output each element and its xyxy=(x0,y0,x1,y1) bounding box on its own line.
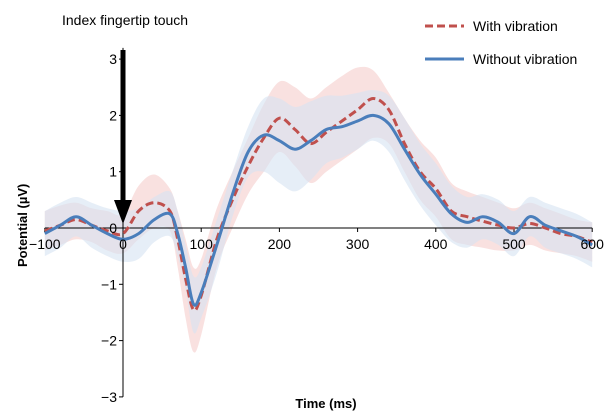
y-axis-title: Potential (µV) xyxy=(15,184,30,267)
x-tick-label: 100 xyxy=(190,236,214,252)
series-lines xyxy=(44,97,593,312)
stimulus-annotation: Index fingertip touch xyxy=(62,12,188,224)
x-tick-label: 200 xyxy=(268,236,292,252)
band-without-vibration xyxy=(44,90,593,334)
series-line-without-vibration xyxy=(44,113,593,307)
y-tick-label: −2 xyxy=(101,333,117,349)
x-tick-label: 500 xyxy=(502,236,526,252)
series-line-with-vibration xyxy=(44,97,593,312)
legend: With vibration Without vibration xyxy=(425,18,577,67)
confidence-bands xyxy=(44,66,593,353)
band-with-vibration xyxy=(44,66,593,353)
x-tick-label: 400 xyxy=(424,236,448,252)
x-tick-label: 300 xyxy=(346,236,370,252)
x-tick-label: −100 xyxy=(29,236,61,252)
x-tick-label: 600 xyxy=(581,236,605,252)
x-tick-label: 0 xyxy=(119,236,127,252)
y-tick-label: 3 xyxy=(109,51,117,67)
annotation-text: Index fingertip touch xyxy=(62,12,188,28)
arrow-head xyxy=(114,200,132,224)
y-tick-label: −1 xyxy=(101,276,117,292)
y-tick-label: 2 xyxy=(109,107,117,123)
y-tick-label: 1 xyxy=(109,164,117,180)
legend-label-with-vibration: With vibration xyxy=(473,18,558,34)
y-tick-label: −3 xyxy=(101,389,117,405)
legend-label-without-vibration: Without vibration xyxy=(473,51,577,67)
x-axis-title: Time (ms) xyxy=(295,396,356,411)
y-tick-label: 0 xyxy=(109,220,117,236)
tick-labels: −3 −2 −1 0 1 2 3 −100 0 100 200 300 400 500 600 xyxy=(29,51,604,405)
